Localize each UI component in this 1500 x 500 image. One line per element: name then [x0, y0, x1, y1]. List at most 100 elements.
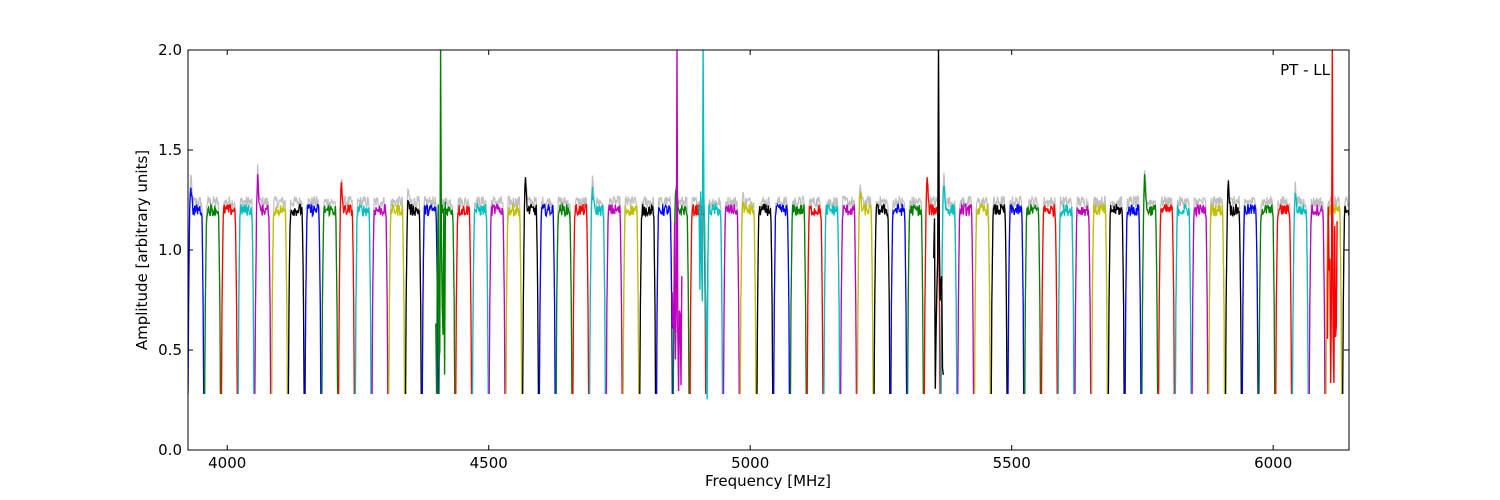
channel-line: [188, 187, 205, 395]
background-channel-line: [254, 164, 272, 395]
background-channel-line: [990, 195, 1008, 395]
channel-line: [1241, 204, 1259, 395]
channel-line: [1342, 205, 1349, 395]
channel-line: [572, 203, 590, 395]
background-channel-line: [639, 196, 657, 395]
x-tick-label: 5000: [731, 454, 769, 472]
channel-line: [354, 204, 372, 395]
channel-line: [840, 204, 858, 395]
rfi-spike-line: [671, 50, 683, 392]
channel-line: [220, 204, 238, 395]
background-channel-line: [505, 195, 523, 395]
background-channel-line: [354, 196, 372, 395]
channel-line: [722, 204, 740, 395]
channel-line: [1191, 203, 1209, 395]
channel-line: [455, 205, 473, 395]
channel-line: [756, 203, 774, 395]
background-channel-line: [555, 196, 573, 395]
channel-line: [1174, 204, 1192, 395]
channel-line: [706, 201, 724, 395]
background-channel-line: [789, 194, 807, 395]
channel-line: [605, 204, 623, 395]
channel-line: [1275, 204, 1293, 395]
x-tick-label: 6000: [1254, 454, 1292, 472]
series-layer: [188, 50, 1349, 400]
channel-line: [739, 200, 757, 395]
background-channel-line: [204, 195, 221, 395]
background-channel-line: [321, 197, 339, 395]
background-channel-line: [1040, 196, 1058, 395]
channel-line: [388, 203, 406, 395]
channel-line: [1107, 204, 1125, 395]
background-channel-line: [488, 195, 506, 395]
background-channel-line: [1057, 196, 1075, 395]
rfi-spike-line: [697, 50, 709, 400]
background-channel-line: [1174, 195, 1192, 395]
background-channel-line: [388, 195, 406, 395]
channel-line: [1091, 203, 1109, 395]
background-channel-line: [1107, 196, 1125, 395]
channel-line: [1157, 204, 1175, 395]
channel-line: [1024, 204, 1042, 395]
channel-line: [806, 204, 824, 395]
background-channel-line: [1291, 181, 1309, 395]
channel-line: [789, 204, 807, 395]
channel-line: [639, 204, 657, 395]
channel-line: [505, 203, 523, 395]
rfi-spike-line: [435, 50, 447, 394]
background-channel-line: [1342, 196, 1349, 395]
background-channel-line: [1325, 194, 1343, 395]
channel-line: [304, 203, 322, 395]
background-channel-line: [806, 196, 824, 395]
background-channel-line: [1191, 196, 1209, 395]
channel-line: [1208, 204, 1226, 395]
channel-line: [1040, 204, 1058, 395]
channel-line: [773, 202, 791, 395]
background-channel-line: [656, 196, 673, 395]
x-tick-label: 5500: [993, 454, 1031, 472]
ticks-layer: 4000 4500 5000 5500 6000 0.0 0.5 1.0 1.5 2.0: [158, 41, 1349, 472]
channel-line: [890, 202, 908, 395]
background-channel-line: [1308, 197, 1326, 395]
channel-line: [404, 199, 422, 395]
channel-line: [856, 191, 874, 395]
background-channel-line: [1158, 196, 1175, 395]
channel-line: [204, 203, 222, 395]
panel-annotation: PT - LL: [1280, 61, 1331, 79]
channel-line: [957, 202, 975, 395]
channel-line: [555, 202, 573, 395]
background-channel-line: [1007, 195, 1025, 395]
background-channel-line: [1024, 194, 1041, 395]
channel-line: [1141, 174, 1159, 395]
channel-line: [488, 203, 506, 395]
channel-line: [873, 203, 891, 395]
background-channel-line: [271, 195, 288, 395]
channel-line: [271, 205, 289, 395]
channel-line: [337, 182, 355, 395]
channel-line: [1074, 205, 1092, 395]
background-channel-line: [1275, 196, 1293, 395]
background-channel-line: [1141, 170, 1159, 395]
y-tick-label: 1.5: [158, 141, 182, 159]
channel-line: [655, 204, 673, 395]
channel-line: [1057, 204, 1075, 395]
background-channel-line: [890, 195, 908, 395]
background-channel-line: [188, 174, 205, 395]
channel-line: [1291, 192, 1309, 395]
background-channel-line: [706, 197, 724, 395]
channel-line: [254, 174, 272, 395]
background-channel-line: [722, 196, 740, 395]
channel-line: [1124, 204, 1142, 395]
background-channel-line: [773, 196, 790, 395]
y-tick-label: 1.0: [158, 241, 182, 259]
background-channel-line: [421, 196, 439, 395]
channel-line: [1224, 180, 1242, 395]
rfi-spike-line: [1326, 50, 1338, 384]
channel-line: [522, 177, 540, 395]
rfi-spike-line: [933, 50, 944, 389]
background-channel-line: [220, 196, 238, 395]
x-axis-title: Frequency [MHz]: [705, 472, 831, 490]
background-channel-line: [572, 196, 590, 395]
